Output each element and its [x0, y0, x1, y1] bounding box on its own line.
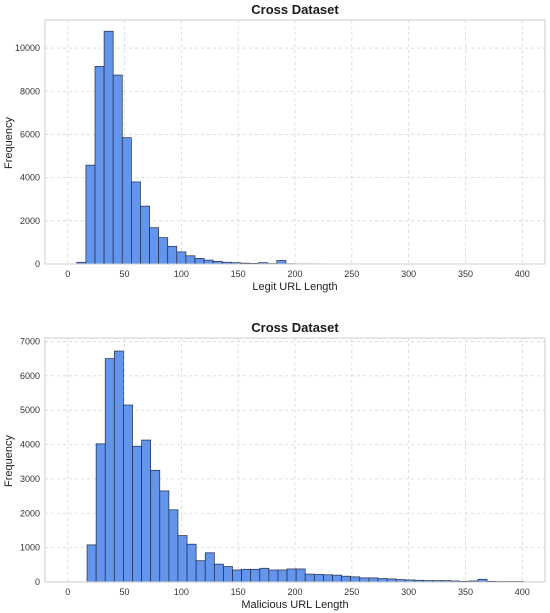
x-tick-label: 250 — [344, 587, 359, 597]
histogram-bar — [131, 181, 141, 265]
y-tick-label: 6000 — [20, 371, 40, 381]
y-tick-label: 3000 — [20, 474, 40, 484]
histogram-bar — [104, 358, 115, 583]
y-tick-label: 7000 — [20, 336, 40, 346]
histogram-bar — [123, 404, 133, 583]
y-tick-label: 0 — [35, 259, 40, 269]
x-tick-label: 50 — [120, 587, 130, 597]
histogram-bar — [250, 568, 261, 583]
x-tick-label: 350 — [458, 269, 473, 279]
x-tick-label: 150 — [231, 269, 246, 279]
histogram-bar — [150, 469, 161, 583]
x-tick-label: 300 — [401, 269, 416, 279]
histogram-bar — [195, 560, 206, 583]
histogram-bar — [368, 577, 379, 583]
histogram-malicious: Cross Dataset Malicious URL Length Frequ… — [3, 320, 546, 611]
x-tick-label: 150 — [231, 587, 246, 597]
histogram-bar — [95, 443, 106, 583]
histogram-bar — [132, 445, 142, 583]
y-tick-label: 5000 — [20, 405, 40, 415]
x-tick-label: 200 — [287, 269, 302, 279]
histogram-bar — [277, 569, 288, 583]
x-tick-labels: 0 50 100 150 200 250 300 350 400 — [65, 269, 530, 279]
histogram-bar — [295, 568, 306, 583]
histogram-bar — [377, 578, 388, 583]
histogram-bar — [121, 137, 132, 265]
x-tick-label: 100 — [174, 587, 189, 597]
histogram-bar — [159, 490, 170, 583]
x-tick-label: 400 — [515, 269, 530, 279]
x-tick-label: 300 — [401, 587, 416, 597]
histogram-bar — [259, 567, 270, 583]
x-tick-label: 50 — [120, 269, 130, 279]
histogram-bar — [203, 259, 214, 265]
x-axis-label: Legit URL Length — [252, 281, 337, 293]
histogram-bar — [158, 237, 169, 265]
x-tick-label: 200 — [287, 587, 302, 597]
histogram-bar — [167, 245, 178, 265]
histogram-bar — [168, 509, 179, 583]
chart-title: Cross Dataset — [251, 320, 339, 335]
histogram-bar — [140, 205, 150, 265]
histogram-bar — [112, 74, 123, 265]
y-tick-label: 4000 — [20, 440, 40, 450]
y-tick-label: 1000 — [20, 543, 40, 553]
histogram-bar — [232, 569, 242, 583]
y-axis-label: Frequency — [3, 435, 15, 487]
histogram-bar — [94, 66, 105, 265]
plot-frame — [44, 337, 546, 583]
histogram-bar — [185, 255, 196, 265]
x-tick-label: 350 — [458, 587, 473, 597]
histogram-bar — [341, 575, 352, 583]
y-tick-label: 4000 — [20, 173, 40, 183]
histogram-bar — [177, 535, 188, 583]
histogram-legit: Cross Dataset Legit URL Length Frequency… — [3, 2, 546, 293]
y-tick-label: 2000 — [20, 508, 40, 518]
y-tick-label: 8000 — [20, 86, 40, 96]
histogram-bar — [304, 573, 315, 583]
histogram-bar — [176, 251, 187, 265]
histogram-bar — [313, 574, 324, 583]
histogram-bar — [86, 544, 97, 583]
x-axis-label: Malicious URL Length — [241, 599, 348, 611]
histogram-bar — [276, 260, 287, 265]
y-tick-label: 6000 — [20, 129, 40, 139]
chart-title: Cross Dataset — [251, 2, 339, 17]
histogram-bar — [359, 577, 370, 583]
histogram-bar — [323, 574, 333, 583]
y-axis-label: Frequency — [3, 117, 15, 169]
histogram-bar — [286, 568, 297, 583]
histogram-bar — [103, 30, 114, 265]
y-tick-label: 2000 — [20, 216, 40, 226]
y-tick-labels: 0 1000 2000 3000 4000 5000 6000 7000 — [20, 336, 40, 587]
histogram-bar — [213, 563, 224, 583]
histogram-bar — [194, 258, 205, 265]
histogram-bar — [149, 227, 159, 265]
histogram-bar — [268, 569, 279, 583]
y-tick-label: 10000 — [15, 43, 40, 53]
y-tick-label: 0 — [35, 577, 40, 587]
histogram-bar — [204, 552, 215, 583]
histogram-bar — [241, 568, 252, 583]
x-tick-labels: 0 50 100 150 200 250 300 350 400 — [65, 587, 530, 597]
bars — [76, 30, 350, 265]
histogram-bar — [85, 164, 96, 265]
histogram-bar — [113, 350, 124, 583]
histogram-bar — [186, 543, 197, 583]
histogram-bar — [332, 574, 342, 583]
y-tick-labels: 0 2000 4000 6000 8000 10000 — [15, 43, 40, 269]
x-tick-label: 400 — [515, 587, 530, 597]
x-tick-label: 0 — [65, 587, 70, 597]
histogram-bar — [350, 576, 361, 583]
x-tick-label: 250 — [344, 269, 359, 279]
histogram-bar — [223, 566, 233, 583]
bars — [86, 350, 524, 583]
histogram-bar — [141, 439, 152, 583]
x-tick-label: 100 — [174, 269, 189, 279]
plot-frame — [44, 19, 546, 265]
x-tick-label: 0 — [65, 269, 70, 279]
